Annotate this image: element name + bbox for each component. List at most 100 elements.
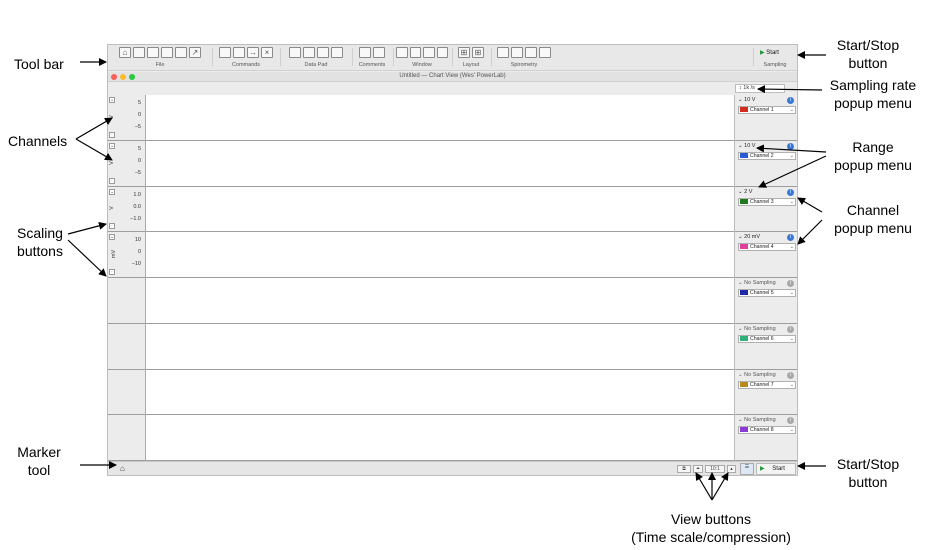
chevron-down-icon: ⌄ <box>789 198 794 205</box>
range-popup[interactable]: ⌄ 20 mV <box>738 234 760 240</box>
channel-popup[interactable]: Channel 4 ⌄ <box>738 243 796 252</box>
annotation-line: Start/Stop <box>836 456 900 472</box>
start-label: Start <box>766 50 779 56</box>
data-pad-view-icon[interactable] <box>317 47 329 58</box>
close-window-button[interactable] <box>111 74 117 80</box>
range-popup[interactable]: ⌄ 10 V <box>738 97 755 103</box>
add-comment-icon[interactable] <box>359 47 371 58</box>
scale-down-button[interactable]: · <box>109 131 115 138</box>
channel-plot-row[interactable] <box>146 278 734 324</box>
scale-down-button[interactable]: · <box>109 223 115 230</box>
toolbar-group-comments[interactable]: Comments <box>355 47 389 69</box>
scale-up-button[interactable]: ⌄ <box>109 97 115 103</box>
channel-plot-row[interactable] <box>146 370 734 416</box>
scale-down-button[interactable]: · <box>109 269 115 275</box>
toolbar-group-label: Window <box>412 62 432 68</box>
start-button-face[interactable]: ▶ Start <box>760 49 779 56</box>
comment-icon[interactable] <box>373 47 385 58</box>
minimize-window-button[interactable] <box>120 74 126 80</box>
view-button-zoom-out[interactable]: ⏶ <box>693 465 703 473</box>
info-icon[interactable]: i <box>787 371 794 379</box>
channel-popup[interactable]: Channel 7 ⌄ <box>738 380 796 389</box>
zoom-view-icon[interactable] <box>423 47 435 58</box>
toolbar-group-label: Data Pad <box>304 62 328 68</box>
toolbar-group-spirometry[interactable]: Spirometry <box>494 47 554 69</box>
channel-plot-row[interactable] <box>146 415 734 461</box>
info-icon[interactable]: i <box>787 325 794 333</box>
channel-popup[interactable]: Channel 1 ⌄ <box>738 106 796 114</box>
spirometry-table-icon[interactable] <box>511 47 523 58</box>
range-popup[interactable]: ⌄ 2 V <box>738 189 752 195</box>
scale-down-button[interactable]: · <box>109 177 115 184</box>
range-popup[interactable]: ⌄ 10 V <box>738 143 755 149</box>
range-popup[interactable]: ⌄ No Sampling <box>738 417 776 423</box>
range-popup[interactable]: ⌄ No Sampling <box>738 326 776 332</box>
channel-popup[interactable]: Channel 6 ⌄ <box>738 334 796 343</box>
channel-control-row: ⌄ 10 V i Channel 1 ⌄ <box>735 95 797 141</box>
channel-plot-row[interactable] <box>146 95 734 141</box>
save-icon[interactable] <box>175 47 187 58</box>
play-icon: ▶ <box>760 466 765 472</box>
annotation-line: Sampling rate <box>829 77 917 93</box>
layout-split-icon[interactable]: ⊞ <box>472 47 484 58</box>
range-popup[interactable]: ⌄ No Sampling <box>738 280 776 286</box>
info-icon[interactable]: i <box>787 417 794 425</box>
spirometry-chart-icon[interactable] <box>525 47 537 58</box>
toolbar-group-label: Commands <box>231 62 261 68</box>
open-folder-icon[interactable] <box>147 47 159 58</box>
toolbar-group-commands[interactable]: → × Commands <box>216 47 276 69</box>
start-stop-button-top[interactable]: ▶ Start Sampling <box>756 47 794 69</box>
toolbar-group-data-pad[interactable]: Data Pad <box>284 47 348 69</box>
channel-plot-row[interactable] <box>146 187 734 233</box>
info-icon[interactable]: i <box>787 234 794 242</box>
view-button-fit[interactable]: ⧉ <box>677 465 691 473</box>
stop-command-icon[interactable]: × <box>261 47 273 58</box>
print-icon[interactable] <box>161 47 173 58</box>
share-icon[interactable]: ↗ <box>189 47 201 58</box>
binoculars-icon[interactable] <box>219 47 231 58</box>
spirometry-settings-icon[interactable] <box>539 47 551 58</box>
spirometry-icon[interactable] <box>497 47 509 58</box>
channel-plot-row[interactable] <box>146 141 734 187</box>
xy-view-icon[interactable] <box>436 47 448 58</box>
channel-popup[interactable]: Channel 5 ⌄ <box>738 289 796 297</box>
zoom-window-button[interactable] <box>129 74 135 80</box>
chart-plot-area[interactable] <box>146 95 734 461</box>
data-pad-menu-icon[interactable] <box>331 47 343 58</box>
new-document-icon[interactable] <box>133 47 145 58</box>
arrow-icon[interactable]: → <box>247 47 259 58</box>
scope-view-icon[interactable] <box>409 47 421 58</box>
data-pad-icon[interactable] <box>289 47 301 58</box>
sampling-rate-popup[interactable]: ↕ 1k /s <box>735 84 785 93</box>
info-icon[interactable]: i <box>787 280 794 287</box>
channel-popup[interactable]: Channel 3 ⌄ <box>738 197 796 206</box>
toolbar-group-file[interactable]: ⌂ ↗ File <box>112 47 208 69</box>
info-icon[interactable]: i <box>787 97 794 104</box>
find-icon[interactable] <box>233 47 245 58</box>
channel-plot-row[interactable] <box>146 232 734 278</box>
view-button-zoom-in[interactable]: ▴ <box>727 465 736 473</box>
time-compression-value[interactable]: 10:1 <box>705 465 725 473</box>
toolbar-group-window[interactable]: Window <box>396 47 448 69</box>
info-icon[interactable]: i <box>787 188 794 196</box>
chart-view-icon[interactable] <box>396 47 408 58</box>
channel-popup[interactable]: Channel 8 ⌄ <box>738 426 796 435</box>
home-icon[interactable]: ⌂ <box>119 47 131 58</box>
display-settings-button[interactable]: ☰ <box>740 463 754 475</box>
annotation-marker-tool: Marker tool <box>14 443 64 479</box>
marker-tool[interactable]: ⌂ <box>120 464 125 473</box>
scale-up-button[interactable]: ⌄ <box>109 234 115 241</box>
axis-tick-label: –5 <box>134 124 141 131</box>
scale-up-button[interactable]: ⌄ <box>109 142 115 149</box>
channel-popup[interactable]: Channel 2 ⌄ <box>738 151 796 160</box>
toolbar-group-layout[interactable]: ⊞ ⊞ Layout <box>455 47 487 69</box>
range-value: 10 V <box>744 142 756 149</box>
data-pad-add-icon[interactable] <box>303 47 315 58</box>
layout-grid-icon[interactable]: ⊞ <box>458 47 470 58</box>
scale-up-button[interactable]: ⌄ <box>109 188 115 195</box>
info-icon[interactable]: i <box>787 142 794 150</box>
channel-plot-row[interactable] <box>146 324 734 370</box>
start-stop-button-bottom[interactable]: ▶ Start <box>756 463 796 475</box>
range-popup[interactable]: ⌄ No Sampling <box>738 372 776 378</box>
channel-scale-row: ⌄ · mV 10 0 –10 <box>108 232 145 278</box>
